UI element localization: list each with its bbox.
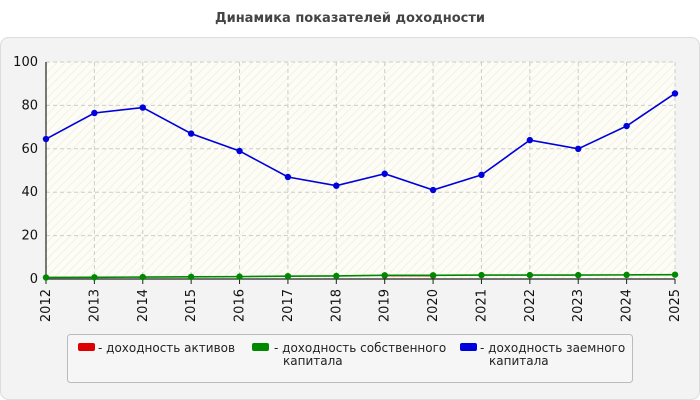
series-2-point xyxy=(575,271,582,279)
series-3-point xyxy=(381,170,388,177)
series-2-point xyxy=(284,272,292,280)
legend-label-1: - доходность активов xyxy=(98,341,235,355)
series-3-point xyxy=(478,171,485,179)
x-tick-label: 2018 xyxy=(329,289,344,322)
y-tick-label: 80 xyxy=(21,98,38,113)
series-3-point xyxy=(236,147,243,155)
series-3-point xyxy=(333,182,340,189)
series-2-point xyxy=(623,271,630,279)
series-2-point xyxy=(42,274,50,281)
series-2-point xyxy=(381,272,388,279)
x-tick-label: 2019 xyxy=(378,289,393,322)
series-3 xyxy=(42,90,679,194)
x-tick-label: 2025 xyxy=(668,289,683,322)
legend-swatch-1 xyxy=(78,343,95,351)
y-tick-label: 60 xyxy=(21,142,38,157)
series-3-point xyxy=(623,122,630,130)
x-tick-label: 2014 xyxy=(136,289,151,322)
legend-label-3: - доходность заемного капитала xyxy=(480,341,625,368)
series-2-line xyxy=(45,273,676,279)
series-2-point xyxy=(91,274,98,281)
y-tick-label: 100 xyxy=(13,55,38,70)
axes: 0 20 40 60 80 100 2012 2013 2014 2015 2016 2017 2018… xyxy=(13,55,683,322)
y-tick-label: 20 xyxy=(21,229,38,244)
series-2-point xyxy=(671,271,679,278)
series-layer xyxy=(42,90,679,281)
chart-title: Динамика показателей доходности xyxy=(215,11,485,26)
series-3-point xyxy=(526,136,534,144)
series-2 xyxy=(42,271,679,281)
legend-swatch-3 xyxy=(460,343,477,351)
y-tick-label: 0 xyxy=(30,272,38,287)
series-2-point xyxy=(139,273,146,281)
x-tick-label: 2021 xyxy=(474,289,489,322)
x-tick-label: 2016 xyxy=(233,289,248,322)
series-2-point xyxy=(526,271,534,279)
series-3-point xyxy=(187,130,195,137)
legend-label-2: - доходность собственного капитала xyxy=(274,341,446,368)
x-tick-label: 2023 xyxy=(571,289,586,322)
x-tick-label: 2020 xyxy=(426,289,441,322)
x-tick-label: 2022 xyxy=(523,289,538,322)
series-3-point xyxy=(91,109,98,117)
legend: - доходность активов - доходность собстве… xyxy=(67,334,633,383)
series-2-point xyxy=(187,273,195,281)
x-tick-label: 2013 xyxy=(87,289,102,322)
series-3-point xyxy=(429,186,437,194)
plot-area xyxy=(46,62,675,279)
series-3-point xyxy=(671,90,679,97)
y-tick-label: 40 xyxy=(21,185,38,200)
legend-swatch-2 xyxy=(252,343,269,351)
series-3-point xyxy=(139,104,146,111)
x-tick-label: 2015 xyxy=(184,289,199,322)
x-tick-label: 2012 xyxy=(39,289,54,322)
x-tick-label: 2024 xyxy=(620,289,635,322)
x-tick-label: 2017 xyxy=(281,289,296,322)
series-2-point xyxy=(236,273,243,280)
grid xyxy=(46,61,676,279)
series-3-point xyxy=(42,135,50,143)
legend-box xyxy=(67,334,633,383)
series-3-line xyxy=(45,92,676,191)
series-2-point xyxy=(429,272,437,279)
series-2-point xyxy=(333,272,340,280)
series-3-point xyxy=(284,173,292,181)
series-2-point xyxy=(478,271,485,279)
series-3-point xyxy=(575,145,582,152)
